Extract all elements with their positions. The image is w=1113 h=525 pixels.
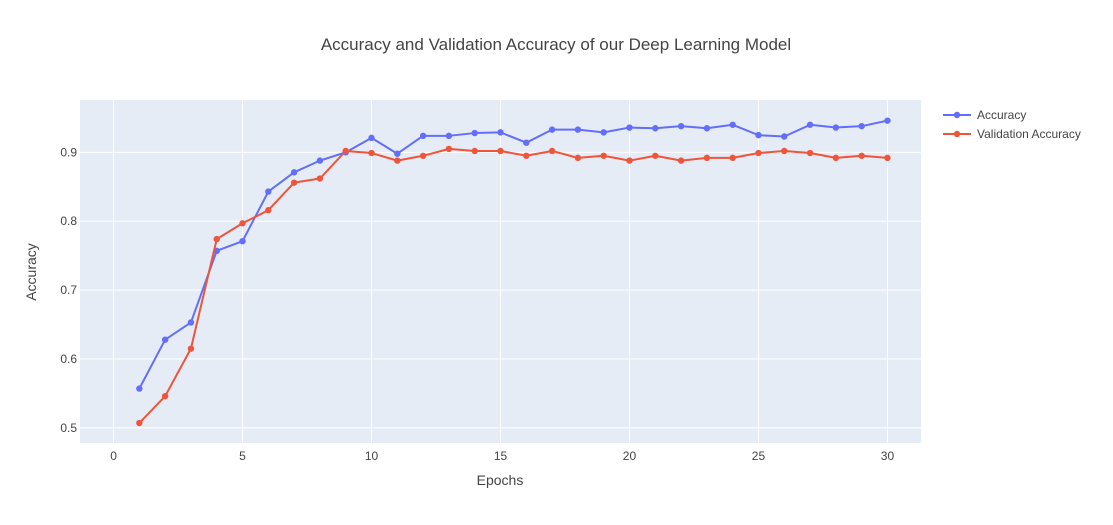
- data-point[interactable]: [832, 154, 840, 162]
- legend-item[interactable]: Validation Accuracy: [943, 127, 1081, 141]
- data-point[interactable]: [677, 157, 685, 164]
- data-point[interactable]: [600, 129, 607, 136]
- data-point[interactable]: [290, 179, 298, 186]
- x-tick-label: 0: [110, 449, 117, 463]
- y-axis-title: Accuracy: [23, 243, 39, 301]
- data-point[interactable]: [213, 235, 220, 243]
- data-point[interactable]: [781, 133, 788, 140]
- data-point[interactable]: [497, 129, 504, 136]
- data-point[interactable]: [445, 145, 453, 153]
- data-point[interactable]: [471, 129, 478, 137]
- data-point[interactable]: [265, 207, 272, 214]
- data-point[interactable]: [703, 154, 711, 162]
- data-point[interactable]: [626, 157, 633, 164]
- x-tick-label: 15: [494, 449, 508, 463]
- data-point[interactable]: [832, 124, 840, 131]
- chart-title: Accuracy and Validation Accuracy of our …: [321, 35, 791, 54]
- data-point[interactable]: [729, 154, 736, 162]
- data-point[interactable]: [806, 121, 814, 128]
- data-point[interactable]: [652, 152, 659, 159]
- data-point[interactable]: [729, 121, 736, 128]
- data-point[interactable]: [806, 149, 814, 157]
- legend-label: Validation Accuracy: [977, 127, 1081, 141]
- data-point[interactable]: [368, 149, 375, 157]
- y-tick-label: 0.6: [60, 352, 77, 366]
- data-point[interactable]: [316, 157, 324, 164]
- data-point[interactable]: [471, 147, 478, 155]
- data-point[interactable]: [652, 125, 659, 132]
- legend-marker: [953, 111, 961, 119]
- legend-marker: [953, 130, 961, 138]
- legend-item[interactable]: Accuracy: [943, 108, 1026, 122]
- x-tick-label: 5: [239, 449, 246, 463]
- data-point[interactable]: [419, 132, 427, 140]
- data-point[interactable]: [342, 147, 349, 155]
- y-tick-label: 0.5: [60, 421, 77, 435]
- x-axis-title: Epochs: [477, 472, 524, 488]
- series-line: [138, 147, 888, 424]
- data-point[interactable]: [677, 122, 685, 130]
- series-line: [138, 119, 888, 390]
- axis-ticks: 0 5 10 15 20 25 30 0.5 0.6 0.7 0.8 0.9: [60, 145, 894, 463]
- data-point[interactable]: [523, 139, 530, 146]
- data-point[interactable]: [445, 132, 453, 140]
- data-point[interactable]: [136, 385, 143, 392]
- data-point[interactable]: [523, 152, 530, 159]
- data-point[interactable]: [419, 152, 427, 159]
- data-point[interactable]: [884, 154, 891, 162]
- y-tick-label: 0.9: [60, 145, 77, 159]
- series-validation-accuracy: [136, 145, 891, 427]
- data-point[interactable]: [161, 392, 169, 400]
- data-point[interactable]: [574, 126, 582, 133]
- data-point[interactable]: [574, 154, 582, 162]
- data-point[interactable]: [290, 169, 298, 176]
- x-tick-label: 20: [623, 449, 637, 463]
- x-tick-label: 30: [881, 449, 895, 463]
- data-point[interactable]: [316, 175, 324, 182]
- data-point[interactable]: [755, 149, 762, 157]
- data-point[interactable]: [239, 237, 246, 245]
- data-point[interactable]: [755, 131, 762, 139]
- data-point[interactable]: [187, 319, 195, 326]
- series-layer: [136, 117, 891, 427]
- legend-label: Accuracy: [977, 108, 1026, 122]
- data-point[interactable]: [368, 134, 375, 142]
- data-point[interactable]: [394, 150, 401, 157]
- data-point[interactable]: [187, 345, 195, 352]
- data-point[interactable]: [239, 220, 246, 227]
- data-point[interactable]: [703, 125, 711, 132]
- data-point[interactable]: [548, 126, 556, 133]
- data-point[interactable]: [600, 152, 607, 159]
- grid: [80, 100, 921, 443]
- data-point[interactable]: [265, 188, 272, 195]
- y-tick-label: 0.7: [60, 283, 77, 297]
- x-tick-label: 25: [752, 449, 766, 463]
- data-point[interactable]: [548, 147, 556, 155]
- x-tick-label: 10: [365, 449, 379, 463]
- data-point[interactable]: [781, 147, 788, 155]
- data-point[interactable]: [161, 336, 169, 343]
- data-point[interactable]: [136, 419, 143, 427]
- data-point[interactable]: [626, 124, 633, 131]
- data-point[interactable]: [394, 157, 401, 164]
- data-point[interactable]: [858, 152, 865, 159]
- data-point[interactable]: [858, 122, 865, 130]
- legend: Accuracy Validation Accuracy: [943, 108, 1081, 141]
- y-tick-label: 0.8: [60, 214, 77, 228]
- data-point[interactable]: [497, 147, 504, 155]
- data-point[interactable]: [884, 117, 891, 124]
